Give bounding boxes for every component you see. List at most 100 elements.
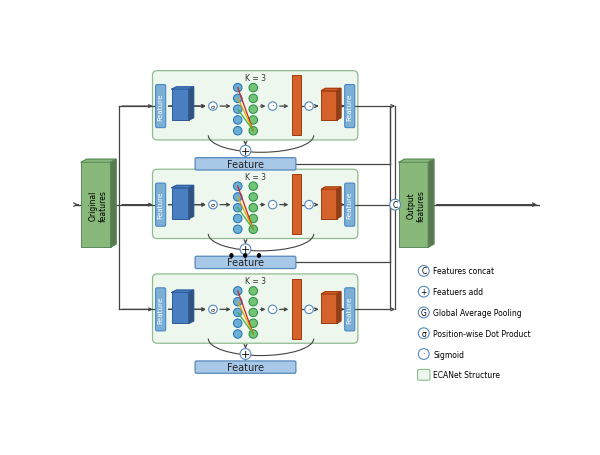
Circle shape bbox=[305, 305, 313, 314]
Circle shape bbox=[268, 305, 277, 314]
Text: ECANet Structure: ECANet Structure bbox=[433, 370, 500, 379]
Bar bbox=[292, 76, 301, 136]
Circle shape bbox=[240, 244, 251, 255]
Text: ·: · bbox=[308, 202, 310, 208]
FancyBboxPatch shape bbox=[195, 257, 296, 269]
FancyBboxPatch shape bbox=[152, 71, 358, 141]
Circle shape bbox=[249, 127, 257, 136]
Circle shape bbox=[418, 328, 429, 339]
Polygon shape bbox=[337, 187, 341, 219]
Text: ·: · bbox=[271, 305, 274, 314]
Text: • • •: • • • bbox=[227, 250, 263, 265]
Circle shape bbox=[305, 103, 313, 111]
Polygon shape bbox=[399, 160, 434, 163]
Polygon shape bbox=[337, 89, 341, 121]
Bar bbox=[322, 190, 337, 219]
Bar bbox=[322, 91, 337, 121]
Polygon shape bbox=[81, 160, 116, 163]
Circle shape bbox=[249, 287, 257, 295]
Circle shape bbox=[209, 305, 217, 314]
Bar bbox=[172, 90, 189, 121]
Circle shape bbox=[418, 266, 429, 277]
FancyBboxPatch shape bbox=[152, 170, 358, 239]
Text: Position-wise Dot Product: Position-wise Dot Product bbox=[433, 329, 530, 338]
Polygon shape bbox=[189, 290, 194, 324]
Polygon shape bbox=[337, 292, 341, 324]
Circle shape bbox=[233, 298, 242, 306]
Text: ·: · bbox=[271, 102, 274, 111]
Circle shape bbox=[305, 201, 313, 209]
Text: Feature: Feature bbox=[158, 296, 164, 324]
Circle shape bbox=[418, 308, 429, 318]
Text: Output
features: Output features bbox=[406, 189, 426, 221]
Text: σ: σ bbox=[421, 329, 426, 338]
Circle shape bbox=[233, 330, 242, 339]
FancyBboxPatch shape bbox=[344, 288, 355, 331]
Circle shape bbox=[209, 201, 217, 209]
Text: ·: · bbox=[308, 307, 310, 313]
Text: +: + bbox=[241, 147, 250, 157]
Polygon shape bbox=[428, 160, 434, 248]
Bar bbox=[399, 163, 428, 248]
Circle shape bbox=[249, 226, 257, 234]
FancyBboxPatch shape bbox=[155, 288, 166, 331]
FancyBboxPatch shape bbox=[418, 369, 430, 380]
FancyBboxPatch shape bbox=[152, 274, 358, 344]
Circle shape bbox=[233, 116, 242, 125]
Circle shape bbox=[249, 116, 257, 125]
Text: Global Average Pooling: Global Average Pooling bbox=[433, 308, 521, 317]
Circle shape bbox=[249, 319, 257, 328]
Text: K = 3: K = 3 bbox=[245, 74, 266, 83]
Circle shape bbox=[418, 287, 429, 298]
Circle shape bbox=[249, 106, 257, 114]
Text: Features concat: Features concat bbox=[433, 267, 494, 276]
Text: Sigmoid: Sigmoid bbox=[433, 350, 464, 359]
Circle shape bbox=[233, 215, 242, 223]
Text: ·: · bbox=[308, 104, 310, 110]
Bar bbox=[292, 279, 301, 339]
Text: Feature: Feature bbox=[347, 296, 353, 324]
Text: C: C bbox=[392, 201, 398, 210]
Circle shape bbox=[249, 182, 257, 191]
Text: G: G bbox=[421, 308, 427, 317]
FancyBboxPatch shape bbox=[155, 184, 166, 227]
Polygon shape bbox=[322, 187, 341, 190]
Circle shape bbox=[233, 287, 242, 295]
Polygon shape bbox=[189, 88, 194, 121]
FancyBboxPatch shape bbox=[344, 86, 355, 128]
Polygon shape bbox=[172, 88, 194, 90]
Circle shape bbox=[233, 319, 242, 328]
Text: Feature: Feature bbox=[347, 192, 353, 219]
Bar bbox=[292, 174, 301, 234]
Bar bbox=[81, 163, 110, 248]
Bar bbox=[172, 188, 189, 219]
Circle shape bbox=[268, 103, 277, 111]
Text: +: + bbox=[241, 245, 250, 255]
Circle shape bbox=[249, 193, 257, 202]
Text: Feature: Feature bbox=[227, 362, 264, 372]
Circle shape bbox=[233, 226, 242, 234]
Polygon shape bbox=[322, 89, 341, 91]
Circle shape bbox=[233, 127, 242, 136]
Circle shape bbox=[233, 106, 242, 114]
Text: Original
features: Original features bbox=[89, 189, 108, 221]
Polygon shape bbox=[172, 290, 194, 293]
Text: ·: · bbox=[271, 201, 274, 210]
Circle shape bbox=[209, 103, 217, 111]
Text: Feature: Feature bbox=[227, 160, 264, 169]
Text: +: + bbox=[421, 288, 427, 297]
Text: +: + bbox=[241, 349, 250, 359]
Circle shape bbox=[249, 84, 257, 93]
FancyBboxPatch shape bbox=[344, 184, 355, 227]
Text: σ: σ bbox=[211, 307, 215, 312]
Text: ·: · bbox=[422, 350, 425, 359]
Text: Feature: Feature bbox=[227, 258, 264, 268]
Text: σ: σ bbox=[211, 202, 215, 207]
Bar bbox=[172, 293, 189, 324]
Bar bbox=[322, 294, 337, 324]
Circle shape bbox=[249, 298, 257, 306]
Circle shape bbox=[249, 95, 257, 103]
Circle shape bbox=[249, 215, 257, 223]
Text: K = 3: K = 3 bbox=[245, 172, 266, 181]
Text: Feature: Feature bbox=[158, 192, 164, 219]
